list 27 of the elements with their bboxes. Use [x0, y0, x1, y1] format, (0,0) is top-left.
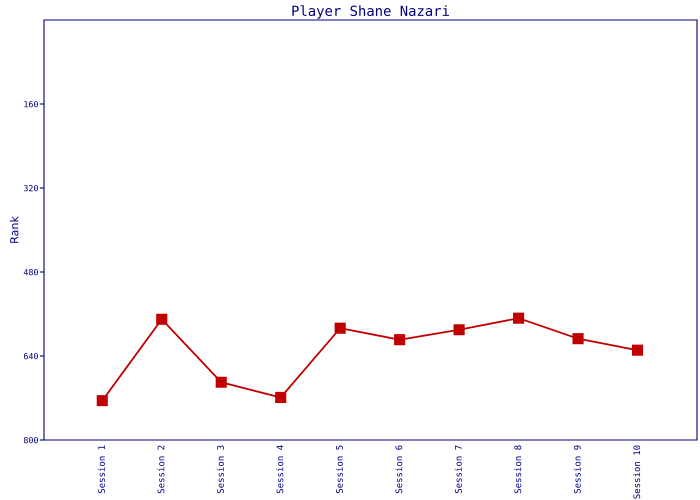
y-tick-label: 160 [24, 101, 38, 108]
x-tick-label: Session 3 [216, 446, 224, 494]
x-tick-label: Session 10 [633, 445, 640, 499]
x-tick-label: Session 4 [276, 445, 284, 494]
point [216, 376, 227, 388]
point [513, 312, 524, 324]
x-tick-label: Session 2 [157, 446, 164, 494]
y-tick-label: 640 [24, 353, 38, 360]
x-tick-label: Session 1 [98, 445, 105, 494]
x-tick-label: Session 5 [336, 446, 343, 494]
point [394, 334, 406, 346]
chart-title: Player Shane Nazari [292, 5, 449, 19]
x-tick-label: Session 6 [395, 445, 402, 494]
point [572, 333, 584, 344]
y-tick-label: 320 [24, 185, 38, 192]
x-tick-label: Session 9 [574, 445, 581, 494]
x-tick-label: Session 7 [454, 446, 462, 494]
y-tick-label: 480 [24, 269, 38, 276]
point [96, 395, 108, 406]
x-tick-label: Session 8 [514, 445, 522, 494]
point [632, 344, 644, 356]
point [454, 324, 465, 336]
point [275, 392, 286, 404]
point [156, 314, 168, 325]
y-axis-title: Rank [10, 216, 18, 243]
y-tick-label: 800 [24, 437, 38, 444]
point [334, 322, 346, 334]
